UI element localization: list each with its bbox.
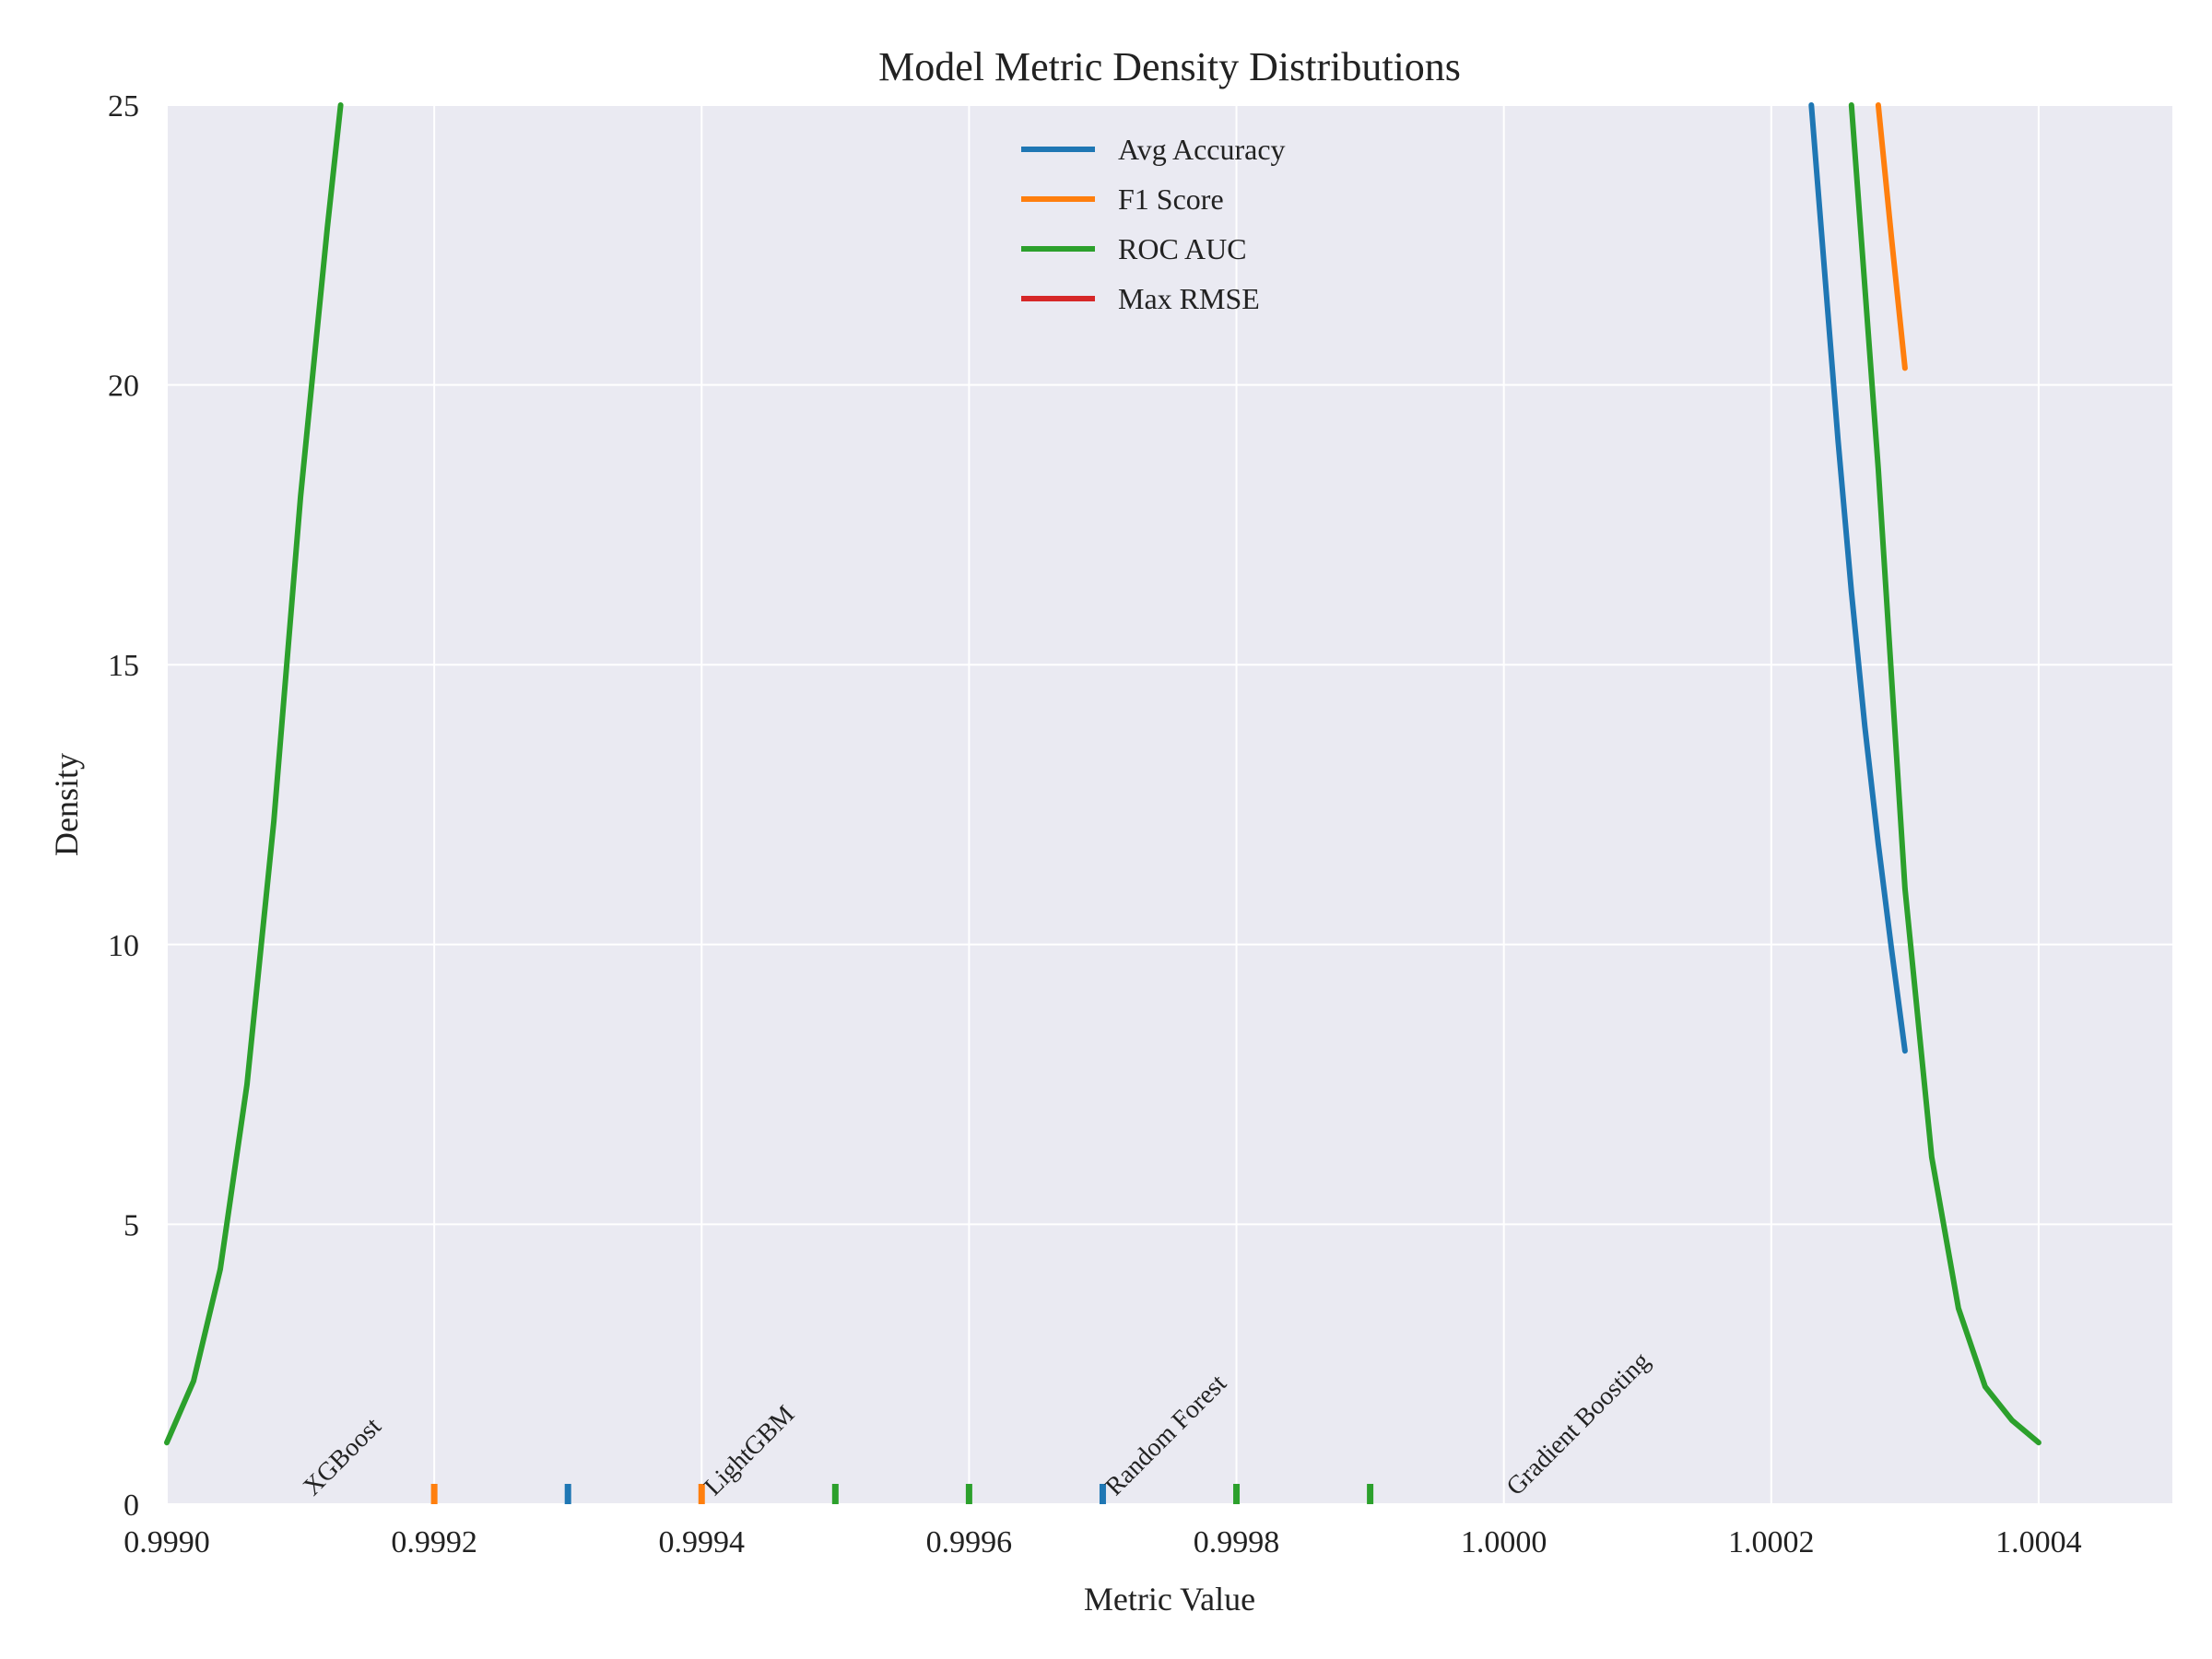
y-axis-label: Density bbox=[48, 753, 85, 856]
x-tick-label: 1.0000 bbox=[1461, 1525, 1547, 1559]
x-tick-label: 1.0004 bbox=[1995, 1525, 2082, 1559]
x-tick-label: 0.9990 bbox=[124, 1525, 210, 1559]
plot-background bbox=[167, 105, 2172, 1504]
y-tick-label: 20 bbox=[108, 370, 139, 404]
y-axis-ticks: 0 5 10 15 20 25 bbox=[108, 89, 139, 1523]
y-tick-label: 15 bbox=[108, 649, 139, 683]
plot-area bbox=[164, 102, 2041, 1446]
x-tick-label: 0.9996 bbox=[926, 1525, 1013, 1559]
y-tick-label: 0 bbox=[124, 1488, 139, 1523]
x-tick-label: 0.9998 bbox=[1194, 1525, 1280, 1559]
chart-title: Model Metric Density Distributions bbox=[878, 44, 1461, 89]
density-line-f1-score bbox=[1875, 102, 1908, 371]
x-axis-label: Metric Value bbox=[1084, 1581, 1255, 1618]
x-tick-label: 0.9992 bbox=[391, 1525, 477, 1559]
y-tick-label: 25 bbox=[108, 89, 139, 124]
density-line-avg-accuracy bbox=[1808, 102, 1908, 1054]
y-tick-label: 5 bbox=[124, 1208, 139, 1242]
legend-label: ROC AUC bbox=[1118, 232, 1247, 265]
y-tick-label: 10 bbox=[108, 929, 139, 963]
legend: Avg Accuracy F1 Score ROC AUC Max RMSE bbox=[1021, 133, 1286, 315]
grid-lines bbox=[166, 104, 2172, 1505]
x-tick-label: 1.0002 bbox=[1728, 1525, 1815, 1559]
legend-label: Max RMSE bbox=[1118, 282, 1260, 315]
density-line-roc-auc bbox=[164, 102, 344, 1446]
x-tick-label: 0.9994 bbox=[659, 1525, 746, 1559]
x-axis-ticks: 0.9990 0.9992 0.9994 0.9996 0.9998 1.0000 1.00… bbox=[124, 1525, 2081, 1559]
rug-marks bbox=[430, 1484, 1374, 1504]
legend-label: F1 Score bbox=[1118, 182, 1224, 216]
density-line-roc-auc bbox=[1848, 102, 2041, 1446]
legend-label: Avg Accuracy bbox=[1118, 133, 1286, 166]
